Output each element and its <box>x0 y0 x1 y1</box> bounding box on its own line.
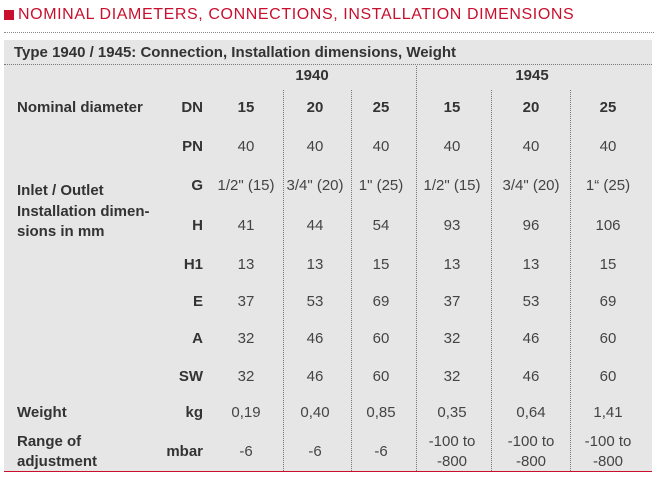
table-cell: -800 <box>515 453 547 470</box>
table-cell: 13 <box>306 256 324 273</box>
table-cell: 15 <box>237 99 255 116</box>
table-cell: 1/2" (15) <box>217 177 275 194</box>
table-cell: 46 <box>306 330 324 347</box>
table-cell: 3/4" (20) <box>502 177 560 194</box>
table-cell: 1“ (25) <box>585 177 631 194</box>
table-cell: 13 <box>522 256 540 273</box>
table-cell: 93 <box>443 217 461 234</box>
table-cell: 32 <box>443 330 461 347</box>
table-cell: 69 <box>372 293 390 310</box>
column-separator <box>283 90 284 471</box>
table-cell: 1/2" (15) <box>423 177 481 194</box>
group-header-1945: 1945 <box>515 67 549 84</box>
table-cell: 0,35 <box>437 404 467 421</box>
label-installation-dimensions: Installation dimen- <box>17 203 150 220</box>
table-cell: 41 <box>237 217 255 234</box>
table-cell: 37 <box>237 293 255 310</box>
table-cell: -6 <box>374 443 388 460</box>
table-cell: 1,41 <box>593 404 623 421</box>
table-cell: 46 <box>306 368 324 385</box>
column-separator <box>570 90 571 471</box>
section-title-text: NOMINAL DIAMETERS, CONNECTIONS, INSTALLA… <box>18 6 575 23</box>
table-cell: 46 <box>522 368 540 385</box>
label-adjustment: adjustment <box>17 453 98 470</box>
row-symbol: H <box>192 217 203 234</box>
table-cell: 20 <box>522 99 540 116</box>
table-cell: 96 <box>522 217 540 234</box>
row-symbol: H1 <box>183 256 203 273</box>
label-nominal-diameter: Nominal diameter <box>17 99 143 116</box>
column-separator <box>351 90 352 471</box>
table-cell: 60 <box>372 368 390 385</box>
table-cell: 25 <box>599 99 617 116</box>
table-cell: 40 <box>443 138 461 155</box>
table-cell: 20 <box>306 99 324 116</box>
caption-divider <box>4 64 652 65</box>
table-cell: 37 <box>443 293 461 310</box>
table-cell: 60 <box>372 330 390 347</box>
table-cell: 15 <box>443 99 461 116</box>
table-cell: 32 <box>237 368 255 385</box>
table-cell: 32 <box>237 330 255 347</box>
group-header-1940: 1940 <box>295 67 329 84</box>
table-cell: 54 <box>372 217 390 234</box>
table-cell: 60 <box>599 330 617 347</box>
table-cell: 32 <box>443 368 461 385</box>
table-cell: 0,40 <box>300 404 330 421</box>
label-installation-unit: sions in mm <box>17 223 105 240</box>
table-cell: 69 <box>599 293 617 310</box>
table-cell: 40 <box>522 138 540 155</box>
table-cell: 46 <box>522 330 540 347</box>
table-cell: 53 <box>306 293 324 310</box>
table-cell: 1" (25) <box>358 177 404 194</box>
table-caption: Type 1940 / 1945: Connection, Installati… <box>14 44 457 61</box>
table-cell: 0,85 <box>366 404 396 421</box>
table-cell: 15 <box>599 256 617 273</box>
table-cell: 3/4" (20) <box>286 177 344 194</box>
column-separator <box>491 90 492 471</box>
table-bottom-rule <box>4 471 652 472</box>
table-cell: 106 <box>595 217 621 234</box>
table-cell: 13 <box>237 256 255 273</box>
title-divider <box>4 32 654 33</box>
table-cell: -100 to <box>507 433 555 450</box>
row-symbol: PN <box>182 138 203 155</box>
table-cell: 0,64 <box>516 404 546 421</box>
label-weight: Weight <box>17 404 67 421</box>
row-symbol: mbar <box>166 443 203 460</box>
table-cell: 44 <box>306 217 324 234</box>
table-cell: 0,19 <box>231 404 261 421</box>
table-cell: 60 <box>599 368 617 385</box>
row-symbol: SW <box>178 368 203 385</box>
table-cell: 15 <box>372 256 390 273</box>
table-cell: 40 <box>306 138 324 155</box>
label-inlet-outlet: Inlet / Outlet <box>17 182 104 199</box>
table-cell: -100 to <box>584 433 632 450</box>
table-cell: -100 to <box>428 433 476 450</box>
table-cell: 53 <box>522 293 540 310</box>
row-symbol: E <box>192 293 203 310</box>
label-range-of: Range of <box>17 433 82 450</box>
table-cell: 13 <box>443 256 461 273</box>
table-cell: 40 <box>372 138 390 155</box>
row-symbol: kg <box>185 404 203 421</box>
square-bullet-icon <box>4 10 14 20</box>
section-title: NOMINAL DIAMETERS, CONNECTIONS, INSTALLA… <box>4 6 574 24</box>
table-cell: -800 <box>592 453 624 470</box>
table-cell: 40 <box>599 138 617 155</box>
table-cell: 40 <box>237 138 255 155</box>
table-cell: -6 <box>308 443 322 460</box>
table-cell: -800 <box>436 453 468 470</box>
row-symbol: DN <box>181 99 203 116</box>
table-cell: 25 <box>372 99 390 116</box>
row-symbol: A <box>192 330 203 347</box>
row-symbol: G <box>191 177 203 194</box>
column-separator <box>416 66 417 471</box>
table-cell: -6 <box>239 443 253 460</box>
dimensions-table: Type 1940 / 1945: Connection, Installati… <box>4 40 652 472</box>
